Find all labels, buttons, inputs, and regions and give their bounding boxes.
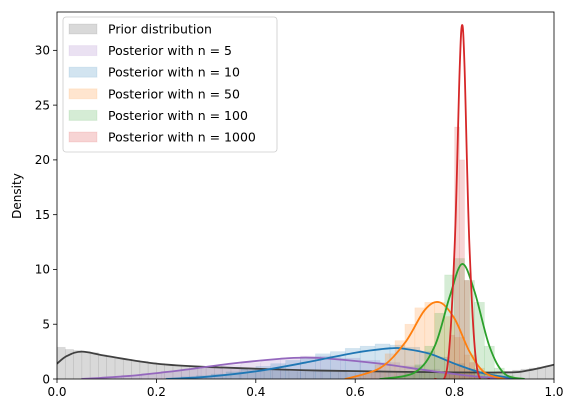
legend-label: Posterior with n = 5 <box>108 43 232 58</box>
hist-bar <box>64 349 74 379</box>
legend-swatch <box>68 88 98 100</box>
kde-curve-2 <box>165 347 521 379</box>
hist-bar <box>339 357 361 379</box>
hist-bar <box>414 307 426 379</box>
hist-series-0 <box>57 346 554 379</box>
legend-swatch <box>68 66 98 78</box>
hist-bar <box>57 346 66 379</box>
hist-bar <box>459 159 465 379</box>
hist-bar <box>374 343 391 379</box>
hist-bar <box>394 340 406 379</box>
legend: Prior distribution Posterior with n = 5 Po… <box>62 16 278 153</box>
y-axis: 0 5 10 15 20 25 30 <box>35 44 57 386</box>
x-tick-label: 0.0 <box>47 385 66 399</box>
hist-bar <box>389 344 406 379</box>
hist-bar <box>424 302 436 379</box>
plot-frame <box>56 11 555 380</box>
legend-swatch <box>68 109 98 121</box>
y-tick-label: 15 <box>35 208 50 222</box>
y-tick-label: 5 <box>42 318 50 332</box>
y-tick-label: 10 <box>35 263 50 277</box>
y-tick-label: 25 <box>35 98 50 112</box>
legend-swatch <box>68 23 98 35</box>
y-tick-label: 30 <box>35 44 50 58</box>
y-tick-label: 0 <box>42 372 50 386</box>
legend-label: Posterior with n = 50 <box>108 86 240 101</box>
hist-bar <box>81 351 91 379</box>
hist-bar <box>240 368 257 379</box>
y-axis-label: Density <box>10 173 24 219</box>
legend-label: Posterior with n = 10 <box>108 65 240 80</box>
y-tick-label: 20 <box>35 153 50 167</box>
x-tick-label: 0.2 <box>147 385 166 399</box>
kde-curve-1 <box>80 356 521 379</box>
hist-bar <box>449 334 455 379</box>
hist-bar <box>106 356 116 379</box>
legend-frame <box>62 16 278 153</box>
hist-bar <box>545 365 554 379</box>
x-tick-label: 0.6 <box>346 385 365 399</box>
legend-swatch <box>68 131 98 143</box>
hist-bar <box>73 350 83 379</box>
hist-bar <box>371 372 381 379</box>
x-tick-label: 0.4 <box>246 385 265 399</box>
hist-bar <box>454 337 465 379</box>
legend-swatch <box>68 45 98 57</box>
hist-bar <box>89 352 99 379</box>
kde-curve-layer <box>57 24 554 379</box>
kde-curve-5 <box>433 24 491 379</box>
hist-bar <box>464 280 470 379</box>
x-tick-label: 1.0 <box>544 385 563 399</box>
x-axis: 0.0 0.2 0.4 0.6 0.8 1.0 <box>47 379 564 399</box>
kde-curve-4 <box>379 263 526 379</box>
legend-label: Posterior with n = 1000 <box>108 130 256 145</box>
hist-bar <box>98 354 107 379</box>
hist-bar <box>404 323 416 379</box>
legend-label: Prior distribution <box>108 22 212 37</box>
x-tick-label: 0.8 <box>445 385 464 399</box>
kde-curve-0 <box>57 350 554 374</box>
hist-bar <box>444 274 455 379</box>
legend-label: Posterior with n = 100 <box>108 108 248 123</box>
kde-curve-3 <box>344 301 506 379</box>
